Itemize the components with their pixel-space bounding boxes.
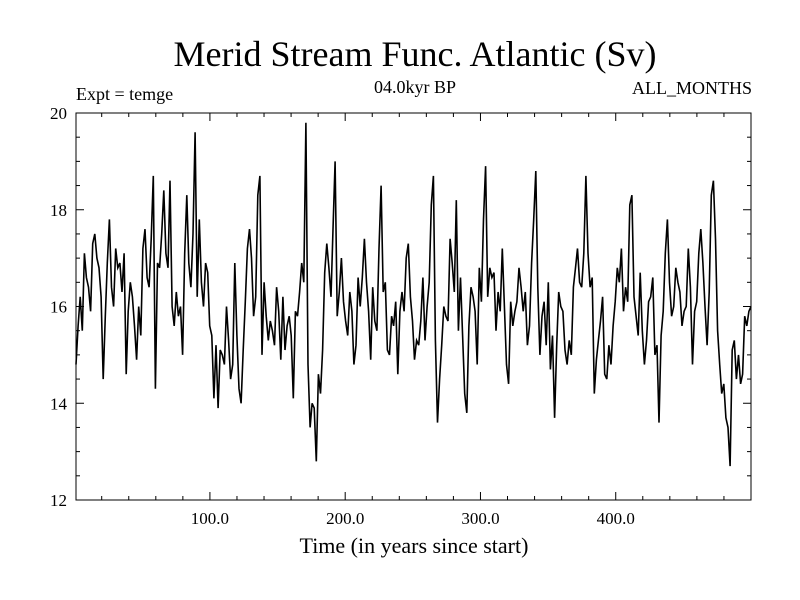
x-axis-label: Time (in years since start) bbox=[300, 533, 529, 558]
months-label: ALL_MONTHS bbox=[632, 78, 752, 98]
chart-subtitle: 04.0kyr BP bbox=[373, 77, 456, 97]
chart-title: Merid Stream Func. Atlantic (Sv) bbox=[173, 34, 657, 74]
plot-frame bbox=[75, 112, 752, 501]
y-tick-label: 14 bbox=[50, 394, 68, 413]
x-tick-label: 300.0 bbox=[461, 509, 499, 528]
y-tick-label: 12 bbox=[50, 491, 67, 510]
x-tick-label: 200.0 bbox=[326, 509, 364, 528]
y-tick-label: 18 bbox=[50, 201, 67, 220]
x-tick-label: 400.0 bbox=[597, 509, 635, 528]
series-line bbox=[75, 122, 752, 467]
y-tick-label: 20 bbox=[50, 104, 67, 123]
x-tick-label: 100.0 bbox=[191, 509, 229, 528]
y-tick-label: 16 bbox=[50, 298, 67, 317]
experiment-label: Expt = temge bbox=[76, 84, 174, 104]
